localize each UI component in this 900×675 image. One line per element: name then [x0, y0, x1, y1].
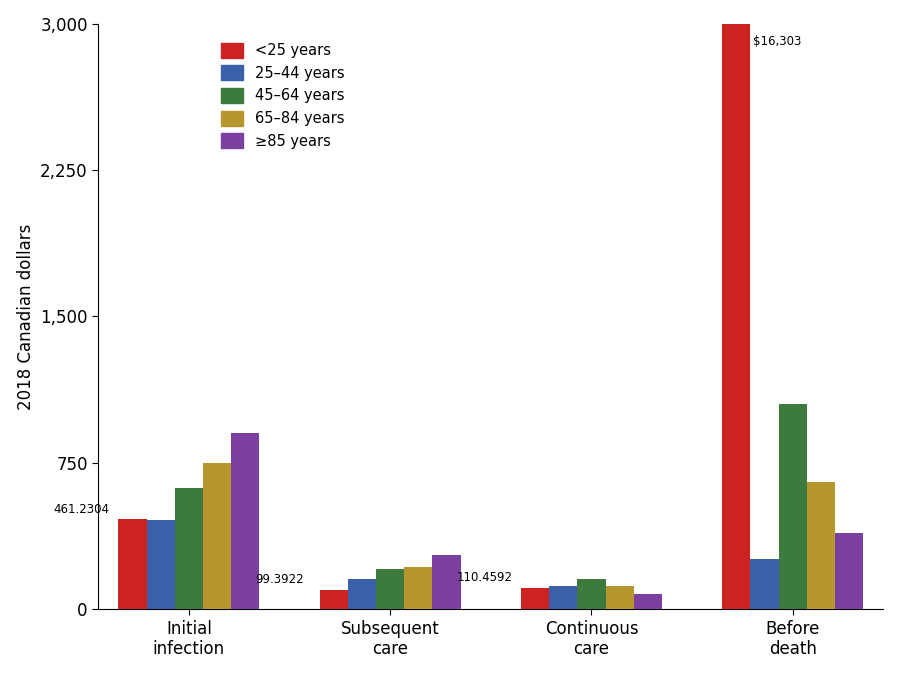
Bar — [175, 488, 202, 609]
Bar — [231, 433, 259, 609]
Bar — [119, 519, 147, 609]
Y-axis label: 2018 Canadian dollars: 2018 Canadian dollars — [17, 223, 35, 410]
Legend: <25 years, 25–44 years, 45–64 years, 65–84 years, ≥85 years: <25 years, 25–44 years, 45–64 years, 65–… — [215, 37, 350, 155]
Text: 99.3922: 99.3922 — [255, 573, 303, 586]
Bar — [778, 404, 806, 609]
Bar — [202, 463, 231, 609]
Text: 461.2304: 461.2304 — [54, 503, 110, 516]
Bar — [751, 560, 778, 609]
Text: $16,303: $16,303 — [753, 35, 802, 49]
Bar — [549, 586, 578, 609]
Bar — [404, 567, 432, 609]
Bar — [606, 586, 634, 609]
Bar — [634, 595, 661, 609]
Bar — [147, 520, 175, 609]
Bar — [348, 579, 376, 609]
Bar — [806, 482, 835, 609]
Bar — [521, 587, 549, 609]
Bar — [835, 533, 863, 609]
Bar — [320, 590, 348, 609]
Bar — [432, 556, 461, 609]
Bar — [723, 24, 751, 609]
Bar — [376, 569, 404, 609]
Bar — [578, 579, 606, 609]
Text: 110.4592: 110.4592 — [456, 571, 512, 584]
